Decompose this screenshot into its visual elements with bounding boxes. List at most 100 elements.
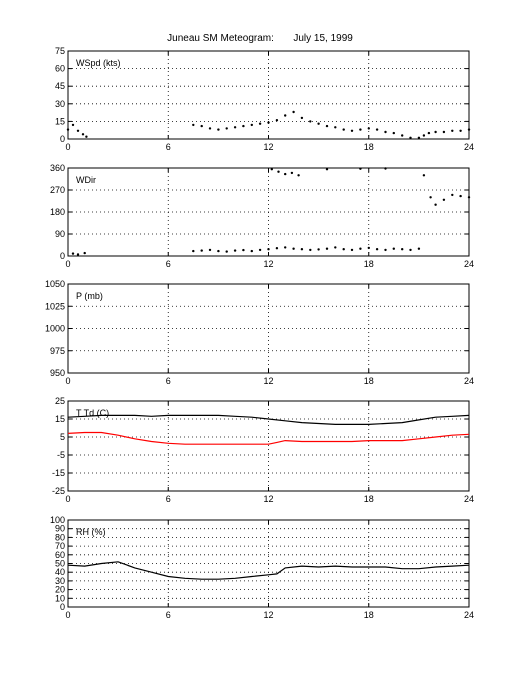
panel-1-data-point [434,130,437,134]
panel-1-data-point [200,124,203,128]
panel-4-y-tick-label: 25 [55,396,65,406]
panel-2-data-point [309,248,312,252]
panel-2-data-point [200,249,203,252]
panel-5-y-tick-label: 20 [55,585,65,595]
panel-1-y-tick-label: 60 [55,64,65,74]
panel-5-y-tick-label: 40 [55,567,65,577]
panel-1-x-tick-label: 6 [166,142,171,152]
panel-5-y-tick-label: 60 [55,550,65,560]
panel-2-data-point [392,247,395,250]
chart-title: Juneau SM Meteogram: July 15, 1999 [167,33,353,44]
panel-1-data-point [85,135,88,138]
panel-5-y-tick-label: 0 [60,602,65,612]
panel-5-y-tick-label: 90 [55,524,65,534]
panel-3-x-tick-label: 6 [166,376,171,386]
panel-2-x-tick-label: 6 [166,259,171,269]
panel-1-data-point [427,131,431,135]
panel-4-y-tick-label: -15 [52,468,65,478]
panel-4-label: T Td (C) [76,408,109,418]
panel-2-y-tick-label: 270 [50,185,65,195]
panel-2-x-tick-label: 18 [364,259,374,269]
panel-2-data-point [459,194,462,198]
panel-2-data-point [83,251,86,255]
panel-1-data-point [309,120,312,123]
panel-2-data-point [267,248,270,251]
panel-1-data-point [258,122,262,125]
panel-1-data-point [467,128,471,131]
panel-1-data-point [284,114,287,117]
panel-1-data-point [300,116,304,120]
panel-2-y-tick-label: 0 [60,251,65,261]
panel-3-x-tick-label: 0 [65,376,70,386]
panel-3-y-tick-label: 950 [50,368,65,378]
panel-2-data-point [208,248,212,252]
panel-1-data-point [392,131,395,135]
panel-3-y-tick-label: 1025 [45,301,65,311]
panel-1-y-tick-label: 75 [55,46,65,56]
panel-2-data-point [384,167,387,170]
panel-2-data-point [409,248,412,252]
panel-1-data-point [325,124,329,128]
panel-2-data-point [359,247,362,250]
panel-5-y-tick-label: 80 [55,532,65,542]
panel-2-data-point [270,168,273,171]
panel-2-data-point [242,248,245,252]
panel-2-data-point [250,249,253,253]
panel-1-data-point [384,130,387,134]
panel-2-data-point [76,253,80,256]
panel-1-data-point [242,124,245,128]
panel-2-label: WDir [76,175,96,185]
panel-2-data-point [275,247,279,250]
panel-2-data-point [401,248,404,251]
panel-3-y-tick-label: 975 [50,346,65,356]
panel-1-data-point [442,130,446,134]
panel-1-data-point [350,129,354,132]
panel-1-data-point [275,119,279,122]
panel-3-x-tick-label: 12 [263,376,273,386]
panel-3-y-tick-label: 1050 [45,279,65,289]
panel-2-x-tick-label: 0 [65,259,70,269]
panel-4-series-1-line [67,414,470,425]
panel-3-x-tick-label: 24 [464,376,474,386]
panel-5-x-tick-label: 12 [263,610,273,620]
panel-1-data-point [66,128,70,131]
panel-1-x-tick-label: 0 [65,142,70,152]
panel-4-x-tick-label: 12 [263,494,273,504]
panel-1-data-point [459,129,462,132]
panel-5-label: RH (%) [76,527,106,537]
panel-1-data-point [334,126,337,129]
panel-2-x-tick-label: 12 [263,259,273,269]
panel-2-data-point [359,167,362,170]
panel-2-data-point [375,248,379,251]
panel-5-y-tick-label: 70 [55,541,65,551]
panel-4-x-tick-label: 24 [464,494,474,504]
panel-1-y-tick-label: 0 [60,134,65,144]
panel-1-data-point [359,128,362,131]
panel-2-data-point [422,174,426,177]
panel-1-data-point [267,121,270,124]
panel-1-data-point [192,123,195,127]
panel-1-label: WSpd (kts) [76,58,121,68]
panel-1-data-point [76,129,80,132]
panel-1-data-point [367,127,370,130]
panel-2-data-point [192,249,195,253]
panel-1-data-point [225,127,228,130]
panel-3-y-tick-label: 1000 [45,324,65,334]
panel-1-y-tick-label: 45 [55,81,65,91]
panel-2-data-point [258,248,262,252]
panel-2-data-point [233,249,237,252]
panel-2-data-point [417,247,421,250]
panel-4-y-tick-label: -5 [57,450,65,460]
panel-2-data-point [290,171,294,175]
panel-5-x-tick-label: 18 [364,610,374,620]
panel-1-data-point [375,128,379,131]
panel-4-x-tick-label: 0 [65,494,70,504]
panel-5-x-tick-label: 24 [464,610,474,620]
panel-2-data-point [384,248,387,252]
panel-1-data-point [71,123,75,127]
panel-2-data-point [217,249,220,253]
panel-2-data-point [434,203,437,206]
panel-3-x-tick-label: 18 [364,376,374,386]
panel-2-data-point [292,247,295,250]
